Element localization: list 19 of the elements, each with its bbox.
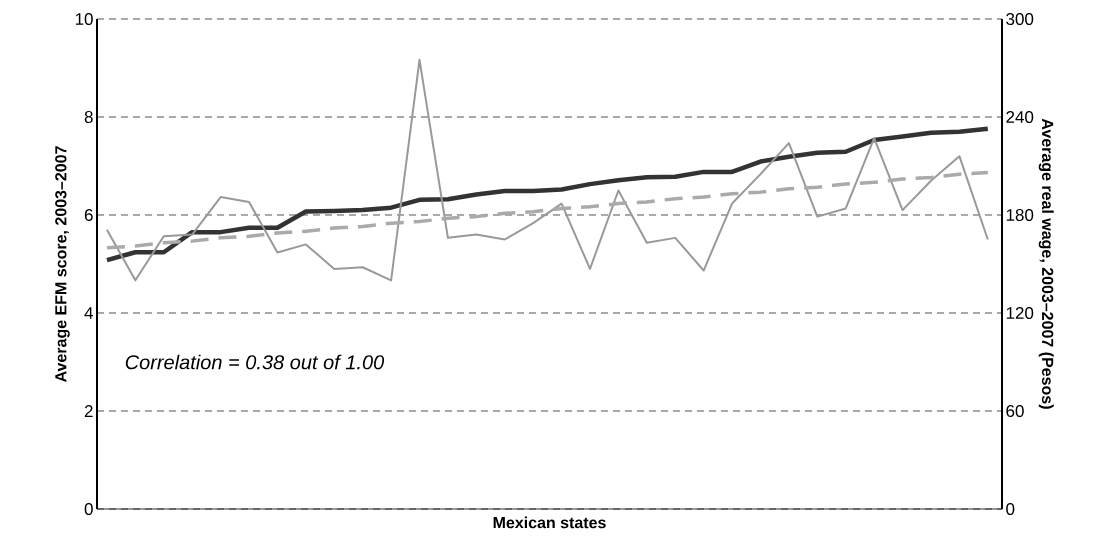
y-tick-label: 0	[84, 502, 93, 516]
y2-tick-label: 180	[1006, 208, 1034, 222]
y-tick-label: 8	[84, 110, 93, 124]
y-tick-label: 2	[84, 405, 93, 417]
y2-tick-label: 0	[1006, 502, 1015, 516]
x-axis-title: Mexican states	[493, 516, 606, 529]
y2-axis-title: Average real wage, 2003–2007 (Pesos)	[1038, 118, 1054, 409]
line-series	[105, 58, 989, 282]
y-axis-title: Average EFM score, 2003–2007	[55, 146, 70, 383]
y2-tick-label: 60	[1006, 404, 1024, 418]
y-tick-label: 4	[84, 307, 93, 319]
line-series	[105, 170, 990, 250]
annotation: Correlation = 0.38 out of 1.00	[125, 354, 385, 370]
y2-tick-label: 240	[1006, 110, 1034, 124]
line-series	[104, 126, 991, 263]
y2-tick-label: 120	[1006, 306, 1034, 320]
y-tick-label: 6	[84, 208, 93, 222]
y2-tick-label: 300	[1006, 12, 1034, 26]
y-tick-label: 10	[75, 12, 93, 26]
